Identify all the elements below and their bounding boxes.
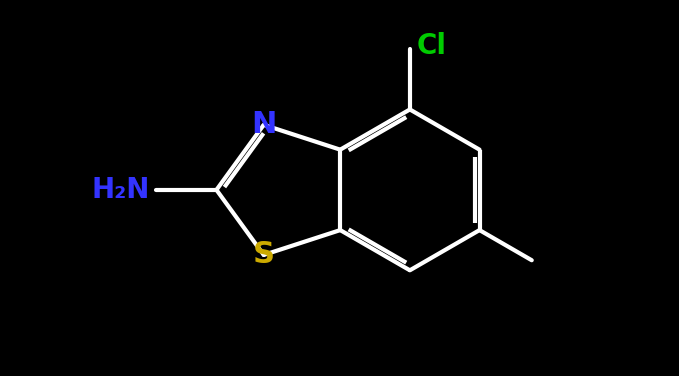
Text: Cl: Cl [416,32,446,61]
Text: H₂N: H₂N [92,176,149,204]
Text: N: N [251,110,276,139]
Text: S: S [253,240,275,270]
